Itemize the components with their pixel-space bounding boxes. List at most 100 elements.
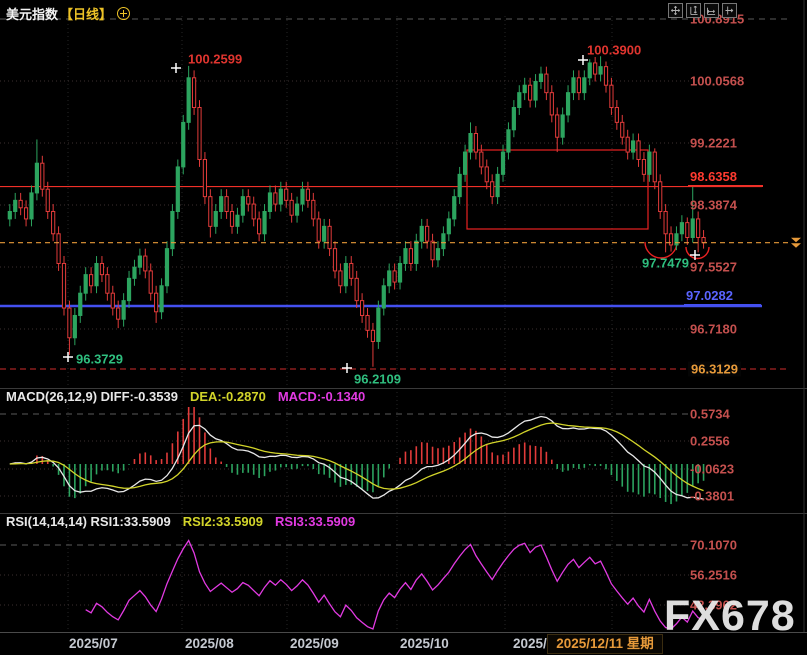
candle xyxy=(246,196,251,205)
candle xyxy=(370,329,376,342)
candle xyxy=(251,203,256,220)
interval-label: 【日线】 xyxy=(60,7,113,22)
candle xyxy=(403,248,408,264)
candle xyxy=(23,207,29,220)
candle xyxy=(213,210,218,227)
candle xyxy=(397,262,403,283)
support-price-label[interactable]: 97.0282 xyxy=(684,288,761,306)
candle xyxy=(701,236,706,244)
candle xyxy=(148,270,153,294)
candle xyxy=(175,166,180,212)
price-annotation: 96.2109 xyxy=(354,371,401,387)
candle xyxy=(679,222,684,235)
y-axis-tick-label: 97.5527 xyxy=(690,259,737,275)
candle xyxy=(343,262,348,287)
candle xyxy=(61,262,67,309)
drawing-arc[interactable] xyxy=(644,241,678,259)
candle xyxy=(121,300,126,320)
candle xyxy=(668,233,674,246)
candle xyxy=(631,140,636,153)
rsi2-label: RSI2:33.5909 xyxy=(182,514,264,529)
add-indicator-icon[interactable] xyxy=(117,7,131,20)
candle xyxy=(360,300,365,316)
candle xyxy=(305,188,310,201)
candle xyxy=(376,307,381,342)
macd-axis-tick-label: -0.3801 xyxy=(690,488,735,504)
candle xyxy=(462,151,468,175)
candle xyxy=(614,107,619,123)
candle xyxy=(197,107,202,160)
candle xyxy=(473,133,479,153)
fit-horizontal-axis-icon[interactable] xyxy=(704,3,719,18)
price-marker-icon[interactable] xyxy=(791,243,801,248)
candle xyxy=(620,121,625,138)
candle xyxy=(490,181,495,198)
candle xyxy=(500,151,506,175)
price-marker-icon[interactable] xyxy=(791,237,801,243)
candle xyxy=(338,270,343,287)
candle xyxy=(311,199,316,220)
candle xyxy=(181,121,186,168)
candle xyxy=(484,166,489,183)
candle xyxy=(105,274,110,294)
candle xyxy=(647,151,652,175)
go-to-latest-icon[interactable] xyxy=(722,3,737,18)
candle xyxy=(78,292,83,316)
candle xyxy=(300,188,305,205)
candle xyxy=(349,262,354,279)
candle xyxy=(598,66,603,75)
candle xyxy=(381,285,386,309)
crosshair-pan-icon[interactable] xyxy=(668,3,683,18)
candle xyxy=(332,248,338,272)
candle xyxy=(522,84,527,94)
candle xyxy=(354,277,359,302)
candle xyxy=(240,196,245,216)
candle xyxy=(506,129,511,153)
macd-main-label: MACD(26,12,9) DIFF:-0.3539 xyxy=(6,389,178,404)
rsi3-label: RSI3:33.5909 xyxy=(275,514,356,529)
candle xyxy=(7,210,12,220)
y-axis-tick-label: 99.2221 xyxy=(690,135,737,151)
candle xyxy=(528,84,533,101)
candle xyxy=(164,248,170,287)
candle xyxy=(170,210,175,250)
candle xyxy=(116,307,121,320)
rsi-label-row: RSI(14,14,14) RSI1:33.5909 RSI2:33.5909 RS… xyxy=(6,514,355,529)
candle xyxy=(533,81,538,101)
candle xyxy=(565,92,571,116)
candle xyxy=(67,307,72,339)
candle xyxy=(414,240,419,264)
macd-axis-tick-label: 0.2556 xyxy=(690,433,730,449)
resistance-price-label[interactable]: 98.6358 xyxy=(688,169,763,187)
candle xyxy=(219,196,224,212)
price-annotation: 100.2599 xyxy=(188,51,243,67)
candle xyxy=(13,199,18,212)
macd-hist-label: MACD:-0.1340 xyxy=(277,389,366,404)
candle xyxy=(143,255,148,272)
candle xyxy=(110,292,115,309)
candle xyxy=(495,173,500,198)
candle xyxy=(94,262,99,287)
drawing-arc[interactable] xyxy=(685,246,710,260)
candle xyxy=(452,196,457,220)
chart-header: 美元指数 【日线】 xyxy=(6,4,131,23)
candle xyxy=(690,218,695,238)
fit-vertical-axis-icon[interactable] xyxy=(686,3,701,18)
candle xyxy=(278,188,283,205)
candle xyxy=(674,233,679,246)
price-annotation: 96.3729 xyxy=(76,351,123,367)
candle xyxy=(327,225,332,250)
candle xyxy=(419,225,424,242)
candle xyxy=(392,270,397,283)
macd-dea-line xyxy=(9,422,704,492)
symbol-title: 美元指数 xyxy=(6,7,59,22)
candle xyxy=(652,151,657,183)
y-axis-tick-label: 98.3874 xyxy=(690,197,737,213)
candle xyxy=(289,199,294,216)
candle xyxy=(235,214,240,227)
candle xyxy=(441,233,446,250)
x-axis[interactable]: 2025/07 2025/08 2025/09 2025/10 2025/11 2025… xyxy=(0,632,807,655)
candle xyxy=(322,225,327,242)
